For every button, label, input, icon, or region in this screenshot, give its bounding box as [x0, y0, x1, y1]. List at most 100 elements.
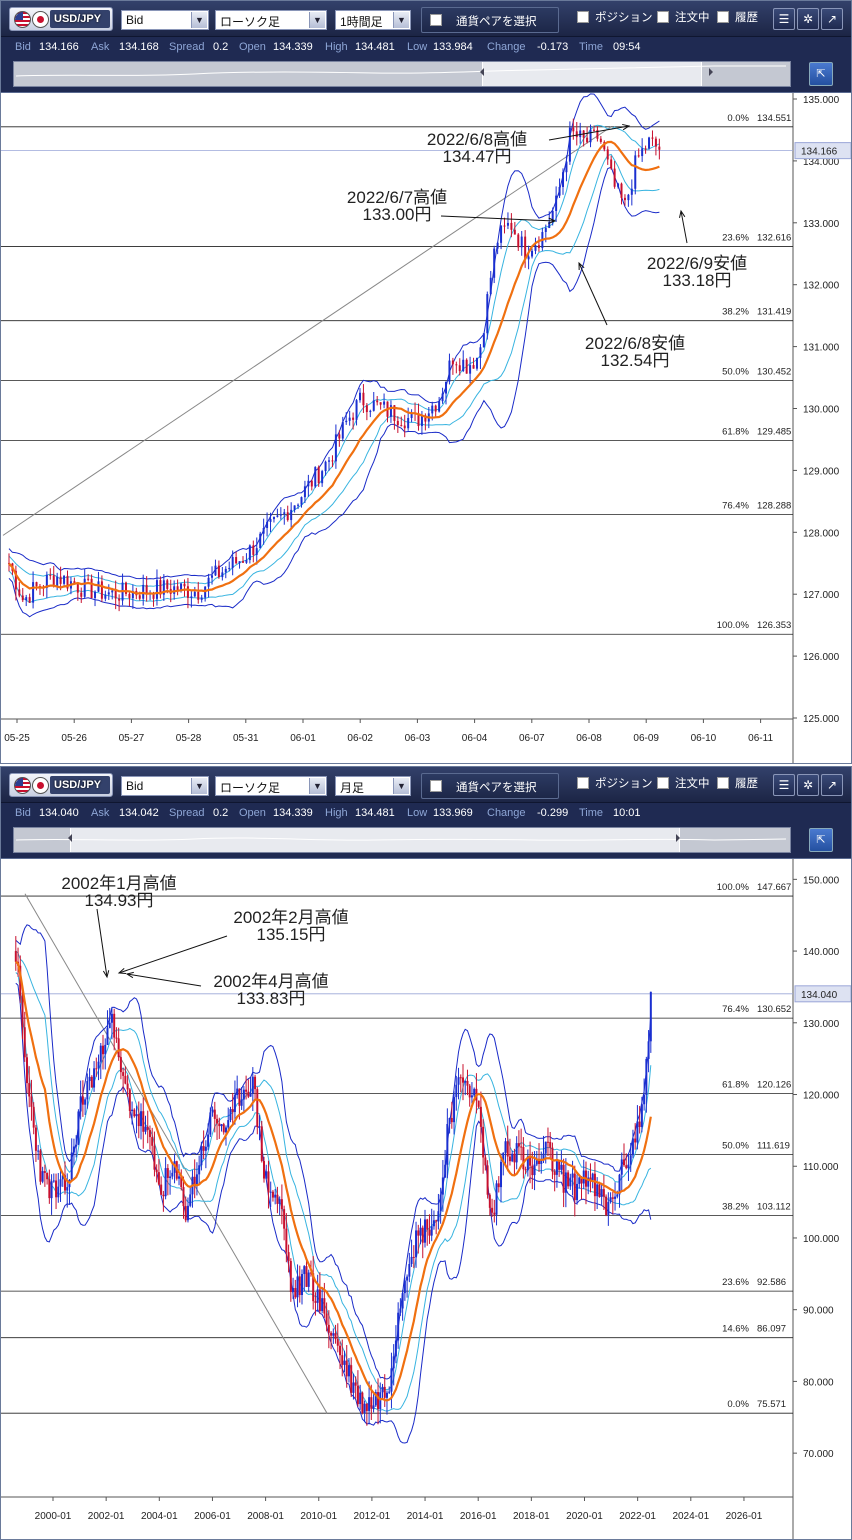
price-type-select[interactable]: Bid ▼ [121, 10, 209, 30]
fib-level-value: 75.571 [757, 1399, 786, 1410]
candle-body [104, 594, 107, 599]
fib-level-value: 120.126 [757, 1080, 791, 1091]
candle-body [374, 1392, 377, 1406]
candle-body [403, 1280, 406, 1294]
candle-body [450, 1117, 453, 1123]
candle-body [235, 557, 238, 564]
select-pair-checkbox[interactable] [430, 14, 442, 26]
candle-body [430, 1226, 433, 1236]
timeframe-select[interactable]: 月足 ▼ [335, 776, 411, 796]
navigator-window[interactable] [482, 62, 702, 86]
chart-style-select[interactable]: ローソク足 ▼ [215, 776, 327, 796]
pair-selector[interactable]: USD/JPY [9, 773, 113, 797]
fib-level-value: 129.485 [757, 426, 791, 437]
candle-body [625, 1165, 628, 1169]
candle-body [620, 183, 623, 198]
candle-body [457, 1077, 460, 1085]
candle-body [298, 1276, 301, 1296]
candle-body [23, 1027, 26, 1058]
candle-body [217, 565, 220, 578]
annotation-arrowhead [622, 123, 631, 131]
candle-body [52, 575, 55, 586]
candle-body [527, 256, 530, 260]
candle-body [426, 1219, 429, 1230]
candle-body [66, 1187, 69, 1191]
y-tick-label: 131.000 [803, 343, 840, 354]
candle-body [43, 1171, 46, 1173]
candle-body [403, 425, 406, 429]
timeframe-select[interactable]: 1時間足 ▼ [335, 10, 411, 30]
select-pair-checkbox[interactable] [430, 780, 442, 792]
expand-icon[interactable]: ↗ [821, 8, 843, 30]
fib-level-value: 111.619 [757, 1141, 790, 1152]
annotation-date: 2022/6/8高値 [427, 130, 527, 149]
time-label: Time [579, 41, 604, 53]
candle-body [317, 467, 320, 484]
low-label: Low [407, 41, 428, 53]
candle-body [292, 1288, 295, 1292]
candle-body [286, 512, 289, 521]
history-checkbox[interactable] [717, 777, 729, 789]
x-tick-label: 2008-01 [247, 1511, 284, 1522]
ask-value: 134.168 [119, 41, 159, 53]
candle-body [228, 567, 231, 569]
history-checkbox[interactable] [717, 11, 729, 23]
orders-checkbox[interactable] [657, 11, 669, 23]
chart-style-select[interactable]: ローソク足 ▼ [215, 10, 327, 30]
gear-icon[interactable]: ✲ [797, 774, 819, 796]
candle-body [193, 1176, 196, 1186]
candle-body [198, 1165, 201, 1175]
candle-body [431, 405, 434, 414]
candle-body [285, 1228, 288, 1253]
candle-body [155, 1169, 158, 1173]
candle-body [602, 1189, 605, 1197]
position-checkbox[interactable] [577, 777, 589, 789]
select-pair-label: 通貨ペアを選択 [456, 782, 537, 794]
expand-icon[interactable]: ↗ [821, 774, 843, 796]
select-pair-button[interactable]: 通貨ペアを選択 [421, 773, 559, 799]
price-type-select[interactable]: Bid ▼ [121, 776, 209, 796]
zoom-icon[interactable]: ⇱ [809, 828, 833, 852]
pair-selector[interactable]: USD/JPY [9, 7, 113, 31]
candle-body [287, 1252, 290, 1261]
orders-checkbox[interactable] [657, 777, 669, 789]
annotation-arrowhead [117, 967, 127, 974]
chart-area[interactable]: 70.000 80.000 90.000 100.000 110.000 120.000 1… [1, 859, 851, 1539]
candle-body [204, 1146, 207, 1151]
candle-body [305, 1266, 308, 1287]
candle-body [448, 360, 451, 382]
candle-body [572, 127, 575, 132]
menu-icon[interactable]: ☰ [773, 8, 795, 30]
ask-label: Ask [91, 807, 110, 819]
select-pair-button[interactable]: 通貨ペアを選択 [421, 7, 559, 33]
candle-body [200, 1146, 203, 1166]
orders-label: 注文中 [675, 778, 710, 790]
ask-label: Ask [91, 41, 110, 53]
x-tick-label: 06-02 [347, 733, 373, 744]
navigator-track[interactable] [13, 61, 791, 87]
candle-body [144, 1126, 147, 1132]
annotation-price: 132.54円 [601, 351, 670, 370]
candle-body [562, 1164, 565, 1193]
annotation-arrow [440, 215, 556, 222]
x-tick-label: 2018-01 [513, 1511, 550, 1522]
candle-body [128, 593, 131, 599]
y-tick-label: 80.000 [803, 1377, 834, 1388]
annotation-date: 2002年2月高値 [233, 908, 348, 927]
fib-level-value: 86.097 [757, 1324, 786, 1335]
candle-body [446, 1123, 449, 1165]
gear-icon[interactable]: ✲ [797, 8, 819, 30]
change-value: -0.173 [537, 41, 569, 53]
candle-body [25, 1057, 28, 1084]
position-checkbox[interactable] [577, 11, 589, 23]
candle-body [496, 242, 499, 249]
zoom-icon[interactable]: ⇱ [809, 62, 833, 86]
y-tick-label: 125.000 [803, 714, 840, 725]
menu-icon[interactable]: ☰ [773, 774, 795, 796]
candle-body [362, 392, 365, 406]
chart-area[interactable]: 125.000 126.000 127.000 128.000 129.000 130.0… [1, 93, 851, 763]
navigator-track[interactable] [13, 827, 791, 853]
annotation-arrow [96, 908, 108, 978]
candle-body [609, 1197, 612, 1202]
x-tick-label: 05-27 [119, 733, 145, 744]
